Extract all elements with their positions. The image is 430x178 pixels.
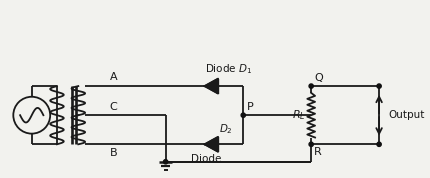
Text: B: B: [109, 148, 117, 158]
Text: $R_L$: $R_L$: [291, 108, 304, 122]
Text: Diode $D_1$: Diode $D_1$: [205, 63, 252, 76]
Text: Q: Q: [313, 73, 322, 83]
Circle shape: [308, 142, 313, 146]
Text: A: A: [109, 72, 117, 82]
Text: Output: Output: [388, 110, 424, 120]
Circle shape: [376, 84, 381, 88]
Circle shape: [308, 84, 313, 88]
Text: P: P: [246, 102, 253, 112]
Circle shape: [163, 160, 167, 164]
Circle shape: [376, 142, 381, 146]
Text: $D_2$: $D_2$: [218, 122, 232, 136]
Polygon shape: [204, 79, 218, 94]
Polygon shape: [204, 137, 218, 152]
Text: R: R: [313, 147, 321, 157]
Text: Diode: Diode: [191, 154, 221, 164]
Text: C: C: [109, 102, 117, 112]
Circle shape: [240, 113, 245, 117]
